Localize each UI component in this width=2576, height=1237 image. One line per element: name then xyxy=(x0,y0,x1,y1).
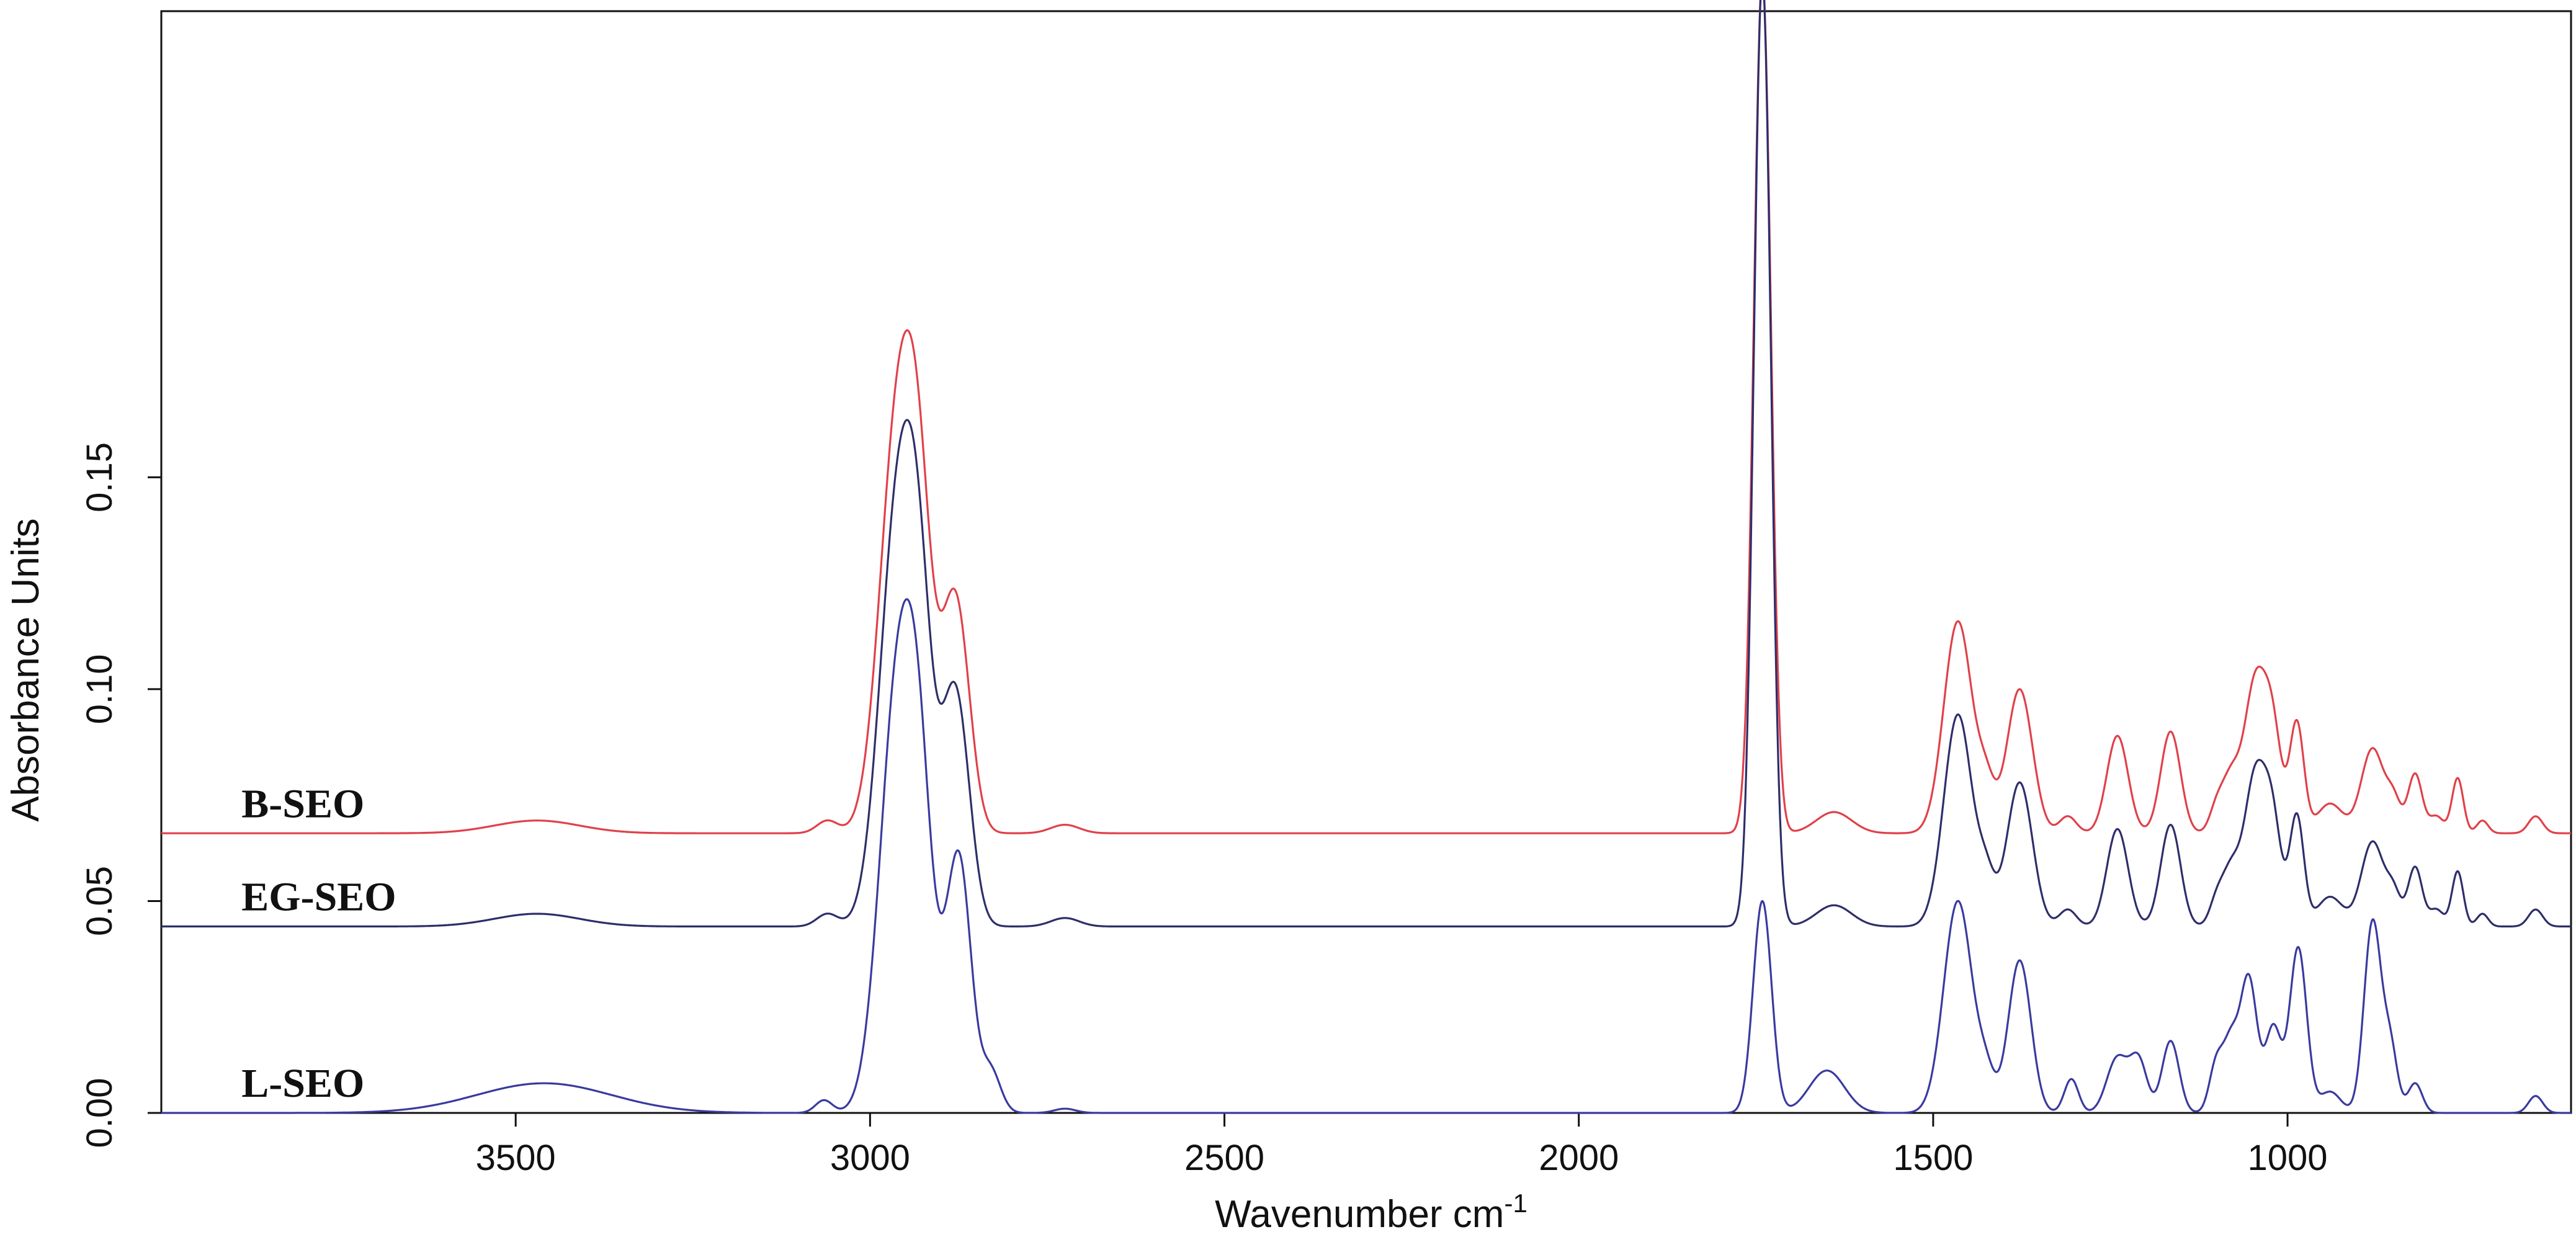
y-axis-ticks: 0.00 0.05 0.10 0.15 xyxy=(79,442,161,1148)
x-tick-label: 2500 xyxy=(1184,1138,1264,1178)
plot-frame xyxy=(160,10,2572,1114)
x-tick-label: 1000 xyxy=(2248,1138,2328,1178)
series-label-l-seo: L-SEO xyxy=(241,1061,364,1106)
y-axis-title: Absorbance Units xyxy=(4,518,47,821)
x-axis-ticks: 3500 3000 2500 2000 1500 1000 xyxy=(476,1113,2328,1178)
y-tick-label: 0.15 xyxy=(79,442,120,512)
series-label-eg-seo: EG-SEO xyxy=(241,875,396,920)
x-axis-title: Wavenumber cm-1 xyxy=(1215,1189,1527,1236)
series-line-eg-seo xyxy=(161,0,2572,927)
series-line-l-seo xyxy=(161,598,2572,1114)
series-label-layer: B-SEO EG-SEO L-SEO xyxy=(241,781,396,1106)
x-tick-label: 2000 xyxy=(1539,1138,1619,1178)
x-tick-label: 1500 xyxy=(1893,1138,1973,1178)
x-tick-label: 3500 xyxy=(476,1138,556,1178)
series-line-b-seo xyxy=(161,0,2572,834)
y-axis-title-text: Absorbance Units xyxy=(4,518,47,821)
series-label-b-seo: B-SEO xyxy=(241,781,364,826)
x-tick-label: 3000 xyxy=(830,1138,910,1178)
x-axis-title-text: Wavenumber cm xyxy=(1215,1193,1504,1236)
x-axis-title-superscript: -1 xyxy=(1504,1189,1527,1218)
y-tick-label: 0.00 xyxy=(79,1078,120,1148)
y-tick-label: 0.10 xyxy=(79,654,120,724)
y-tick-label: 0.05 xyxy=(79,866,120,936)
series-layer xyxy=(161,0,2572,1114)
